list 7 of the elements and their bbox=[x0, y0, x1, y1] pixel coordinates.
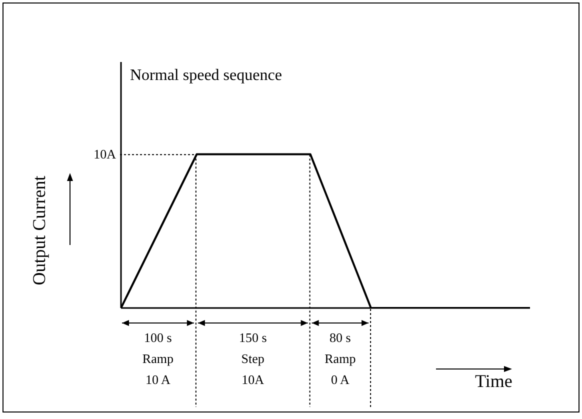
text: 80 s Ramp 0 A bbox=[324, 330, 356, 387]
text: 150 s Step 10A bbox=[238, 330, 267, 387]
y-axis-title: Output Current bbox=[29, 176, 49, 286]
chart-title: Normal speed sequence bbox=[130, 67, 282, 84]
text: 100 s Ramp 10 A bbox=[142, 330, 174, 387]
x-axis-title: Time bbox=[475, 371, 512, 391]
ref-line-label: 10A bbox=[94, 146, 117, 162]
